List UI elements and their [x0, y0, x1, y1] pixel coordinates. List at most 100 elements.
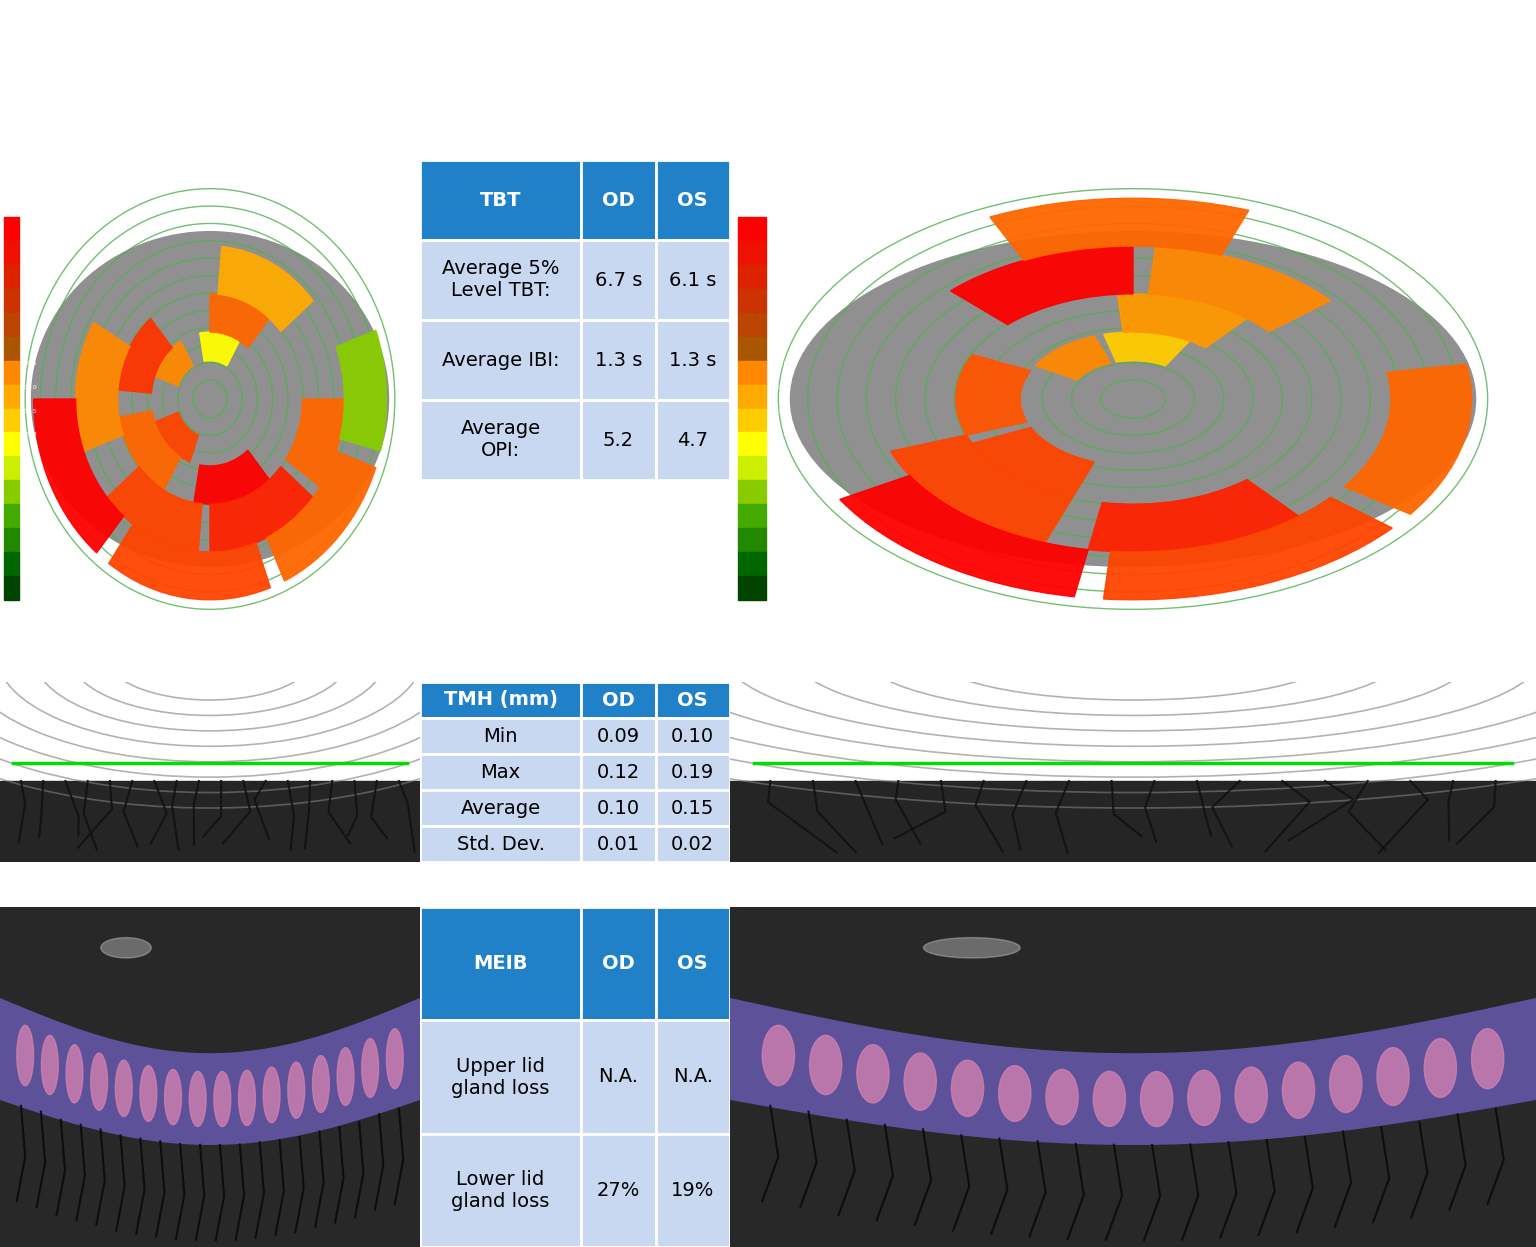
- FancyBboxPatch shape: [656, 718, 730, 754]
- Text: Min: Min: [484, 727, 518, 746]
- FancyBboxPatch shape: [419, 791, 581, 826]
- FancyBboxPatch shape: [419, 160, 581, 239]
- Wedge shape: [155, 412, 198, 461]
- Text: 12.0: 12.0: [23, 384, 37, 389]
- Text: N.A.: N.A.: [673, 1067, 713, 1086]
- FancyBboxPatch shape: [581, 400, 656, 480]
- Wedge shape: [972, 428, 1095, 498]
- FancyBboxPatch shape: [419, 1020, 581, 1134]
- Bar: [5, 480, 18, 504]
- Ellipse shape: [1424, 1039, 1456, 1097]
- Ellipse shape: [1330, 1055, 1362, 1112]
- Text: TBT: TBT: [1103, 125, 1163, 152]
- Wedge shape: [75, 323, 131, 451]
- Text: 21.0: 21.0: [23, 527, 37, 532]
- Bar: [739, 576, 766, 600]
- Text: OS: OS: [677, 191, 708, 209]
- Text: TMH: TMH: [175, 646, 244, 673]
- Ellipse shape: [32, 232, 389, 566]
- Text: 4.5: 4.5: [23, 266, 32, 271]
- Bar: [5, 360, 18, 384]
- Bar: [5, 289, 18, 313]
- FancyBboxPatch shape: [656, 400, 730, 480]
- FancyBboxPatch shape: [656, 320, 730, 400]
- Ellipse shape: [287, 1062, 304, 1119]
- Ellipse shape: [809, 1035, 842, 1095]
- Text: 5.2: 5.2: [602, 430, 634, 449]
- Text: 13.5: 13.5: [23, 409, 37, 414]
- Text: 15.0: 15.0: [774, 433, 788, 438]
- Wedge shape: [840, 475, 1087, 597]
- Ellipse shape: [1046, 1070, 1078, 1125]
- Ellipse shape: [857, 1045, 889, 1102]
- Wedge shape: [34, 399, 123, 552]
- Wedge shape: [1149, 247, 1330, 332]
- Bar: [5, 527, 18, 552]
- Text: 0.09: 0.09: [598, 727, 641, 746]
- FancyBboxPatch shape: [656, 239, 730, 320]
- Polygon shape: [730, 998, 1536, 1145]
- Text: 22.5: 22.5: [23, 552, 37, 557]
- Text: Lower lid
gland loss: Lower lid gland loss: [452, 1170, 550, 1211]
- Text: 0.15: 0.15: [671, 798, 714, 818]
- Bar: [739, 480, 766, 504]
- Text: Average 5%
Level TBT:: Average 5% Level TBT:: [442, 259, 559, 301]
- Ellipse shape: [998, 1066, 1031, 1121]
- Wedge shape: [210, 466, 313, 552]
- Text: 13.5: 13.5: [774, 409, 788, 414]
- Wedge shape: [286, 399, 344, 486]
- FancyBboxPatch shape: [581, 791, 656, 826]
- Bar: [739, 289, 766, 313]
- Text: Upper lid
gland loss: Upper lid gland loss: [452, 1056, 550, 1097]
- Text: DRY EYE SUMMARY: DRY EYE SUMMARY: [513, 9, 1023, 54]
- Text: 0.12: 0.12: [598, 762, 641, 782]
- Text: 0.10: 0.10: [671, 727, 714, 746]
- Wedge shape: [1344, 364, 1471, 514]
- Bar: [739, 241, 766, 266]
- Wedge shape: [1103, 498, 1392, 600]
- Text: OD: OD: [602, 691, 634, 710]
- Text: OS: OS: [677, 954, 708, 973]
- Bar: [5, 433, 18, 456]
- Ellipse shape: [140, 1066, 157, 1121]
- Ellipse shape: [312, 1055, 329, 1112]
- Wedge shape: [200, 332, 240, 365]
- FancyBboxPatch shape: [656, 826, 730, 862]
- Wedge shape: [267, 451, 376, 581]
- Text: 7.5: 7.5: [774, 313, 785, 318]
- Text: 1.5: 1.5: [774, 217, 783, 222]
- Text: 0.19: 0.19: [671, 762, 714, 782]
- Ellipse shape: [336, 1047, 353, 1106]
- Text: 6.0: 6.0: [774, 289, 783, 294]
- Bar: [739, 313, 766, 337]
- FancyBboxPatch shape: [656, 160, 730, 239]
- Text: TBT: TBT: [479, 191, 521, 209]
- Bar: [5, 241, 18, 266]
- Text: 6.7 s: 6.7 s: [594, 271, 642, 289]
- FancyBboxPatch shape: [581, 826, 656, 862]
- FancyBboxPatch shape: [419, 682, 581, 718]
- Text: 0.01: 0.01: [598, 834, 641, 853]
- FancyBboxPatch shape: [419, 320, 581, 400]
- Bar: [739, 409, 766, 433]
- Text: Average
OPI:: Average OPI:: [461, 419, 541, 460]
- Ellipse shape: [923, 938, 1020, 958]
- Text: OD: OD: [602, 954, 634, 973]
- Text: 10.5: 10.5: [23, 360, 37, 365]
- Bar: [5, 552, 18, 576]
- Wedge shape: [336, 330, 387, 451]
- Ellipse shape: [1094, 1071, 1126, 1126]
- Ellipse shape: [387, 1029, 402, 1089]
- Bar: [739, 527, 766, 552]
- Text: 15.0: 15.0: [23, 433, 37, 438]
- FancyBboxPatch shape: [581, 718, 656, 754]
- Wedge shape: [210, 294, 269, 348]
- FancyBboxPatch shape: [581, 1134, 656, 1247]
- Wedge shape: [155, 340, 194, 385]
- Wedge shape: [1087, 480, 1299, 552]
- Text: TMH (mm): TMH (mm): [444, 691, 558, 710]
- FancyBboxPatch shape: [656, 907, 730, 1020]
- Wedge shape: [194, 450, 269, 504]
- Text: TMH: TMH: [1098, 646, 1167, 673]
- Bar: [5, 384, 18, 409]
